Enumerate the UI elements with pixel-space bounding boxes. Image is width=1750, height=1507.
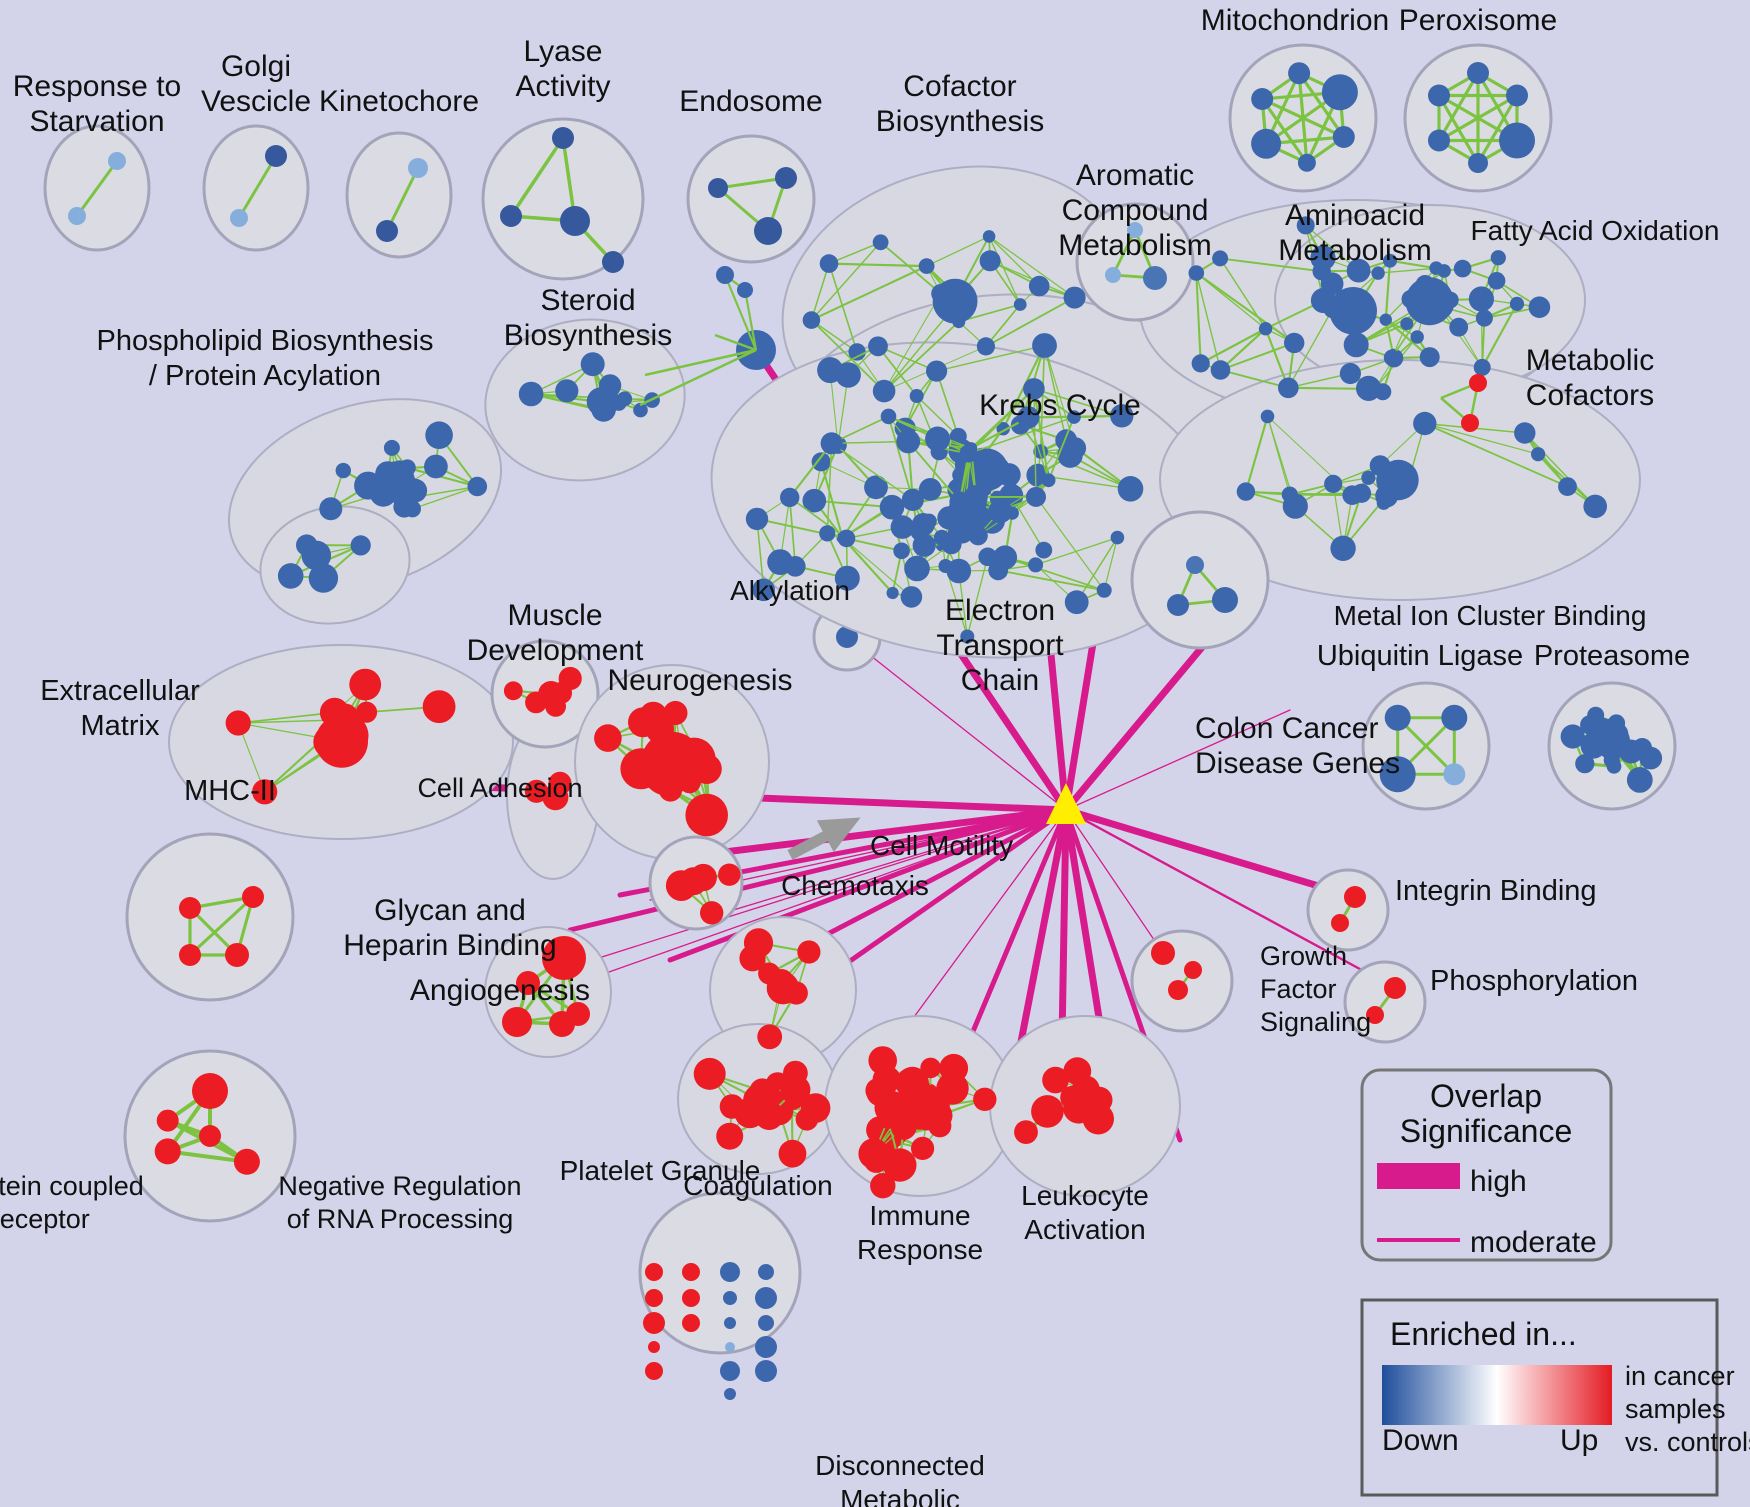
svg-text:Up: Up [1560,1424,1598,1457]
svg-text:Integrin Binding: Integrin Binding [1395,875,1597,907]
svg-text:samples: samples [1625,1394,1726,1424]
svg-text:Endosome: Endosome [679,85,822,118]
svg-text:in cancer: in cancer [1625,1361,1735,1391]
svg-text:Kinetochore: Kinetochore [319,85,479,118]
svg-text:Phosphorylation: Phosphorylation [1430,965,1638,997]
svg-text:Angiogenesis: Angiogenesis [410,974,590,1007]
svg-text:Extracellular: Extracellular [40,675,200,707]
svg-text:Significance: Significance [1400,1113,1573,1149]
svg-text:Cell Adhesion: Cell Adhesion [417,773,582,803]
svg-text:Peroxisome: Peroxisome [1399,4,1557,37]
svg-text:Fatty Acid Oxidation: Fatty Acid Oxidation [1470,215,1719,246]
svg-text:Krebs Cycle: Krebs Cycle [979,389,1141,422]
svg-text:Matrix: Matrix [81,710,160,742]
svg-text:MHC-II: MHC-II [184,775,276,807]
svg-text:Alkylation: Alkylation [730,575,850,606]
svg-text:DisconnectedMetabolicand Signa: DisconnectedMetabolicand SignalingGene-s… [815,1450,985,1507]
svg-text:moderate: moderate [1470,1226,1597,1259]
svg-text:Overlap: Overlap [1430,1078,1542,1114]
svg-text:Mitochondrion: Mitochondrion [1201,4,1389,37]
svg-text:Metal Ion Cluster Binding: Metal Ion Cluster Binding [1334,600,1647,631]
svg-text:Coagulation: Coagulation [683,1170,832,1201]
svg-text:Proteasome: Proteasome [1534,640,1690,672]
svg-text:Ubiquitin Ligase: Ubiquitin Ligase [1317,640,1523,672]
svg-text:Chemotaxis: Chemotaxis [781,870,929,901]
svg-text:Cell Motility: Cell Motility [870,830,1013,861]
svg-text:vs. controls: vs. controls [1625,1427,1750,1457]
svg-text:high: high [1470,1165,1527,1198]
svg-text:Enriched in...: Enriched in... [1390,1316,1577,1352]
svg-text:Down: Down [1382,1424,1459,1457]
svg-text:Neurogenesis: Neurogenesis [607,664,792,697]
